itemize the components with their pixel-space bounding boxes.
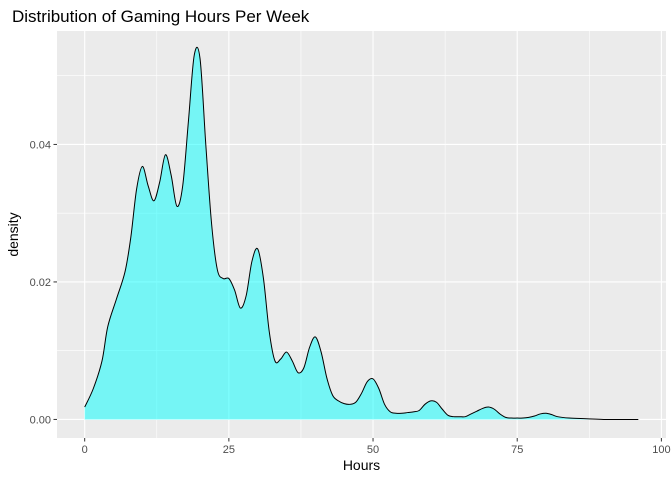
y-tick-label: 0.04 [30, 139, 51, 151]
x-tick-label: 50 [367, 444, 379, 456]
density-line [84, 46, 639, 420]
x-tick-label: 25 [223, 444, 235, 456]
density-area [84, 47, 639, 420]
y-tick-label: 0.02 [30, 277, 51, 289]
x-tick-label: 75 [511, 444, 523, 456]
y-tick-label: 0.00 [30, 414, 51, 426]
y-axis-title: density [5, 212, 21, 256]
grid-lines [57, 31, 666, 438]
axes: 0 25 50 75 100 0.00 0.02 0.04 [30, 139, 671, 456]
x-tick-label: 0 [82, 444, 88, 456]
x-axis-title: Hours [343, 457, 380, 473]
x-tick-label: 100 [652, 444, 670, 456]
chart-title: Distribution of Gaming Hours Per Week [12, 7, 310, 26]
